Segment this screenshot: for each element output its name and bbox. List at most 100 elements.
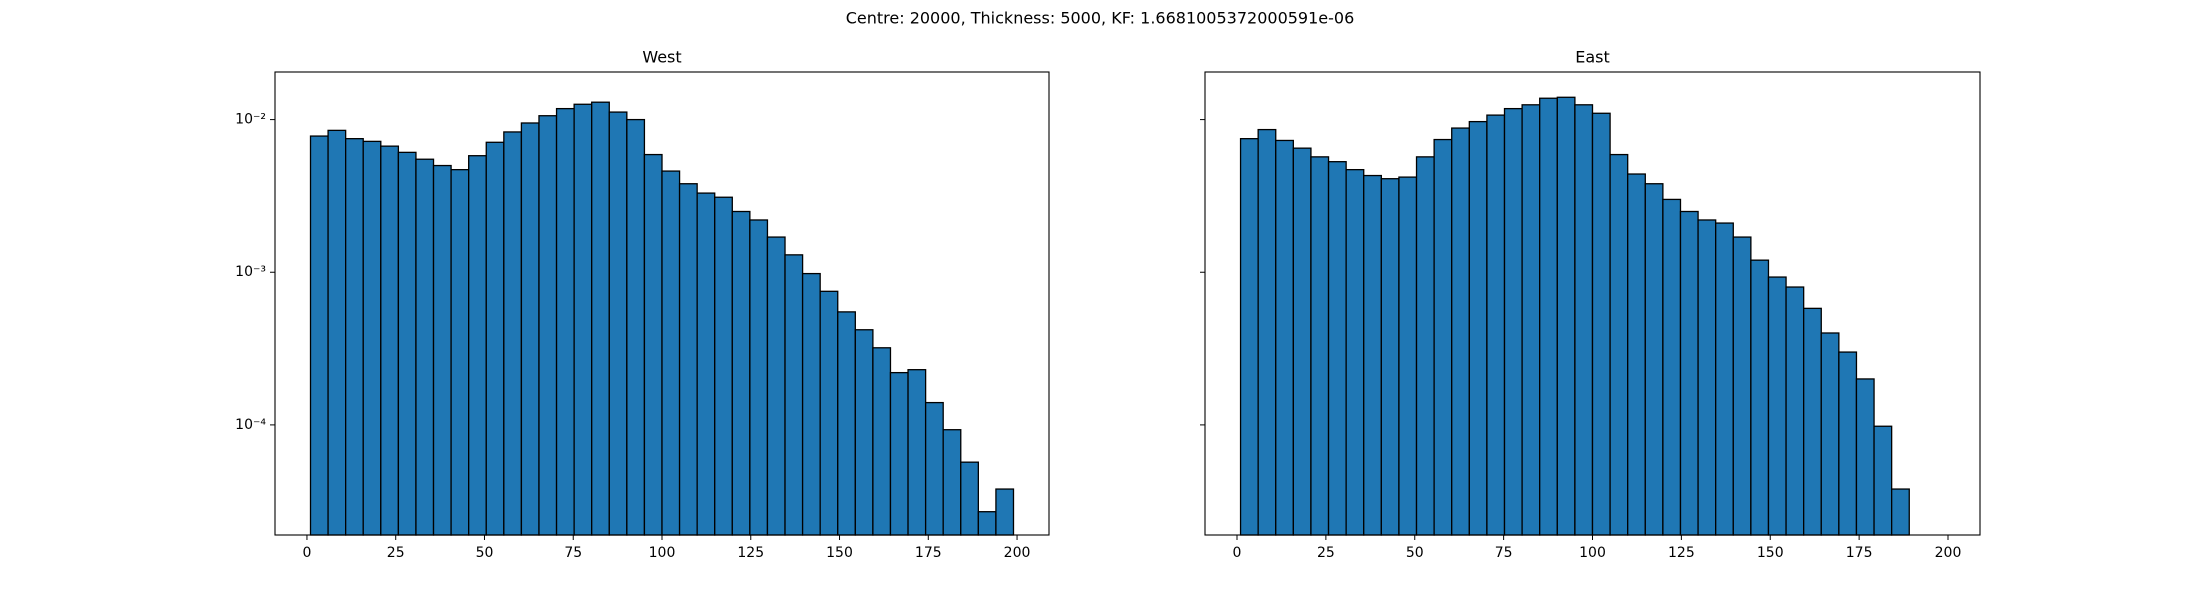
bar bbox=[1574, 104, 1594, 536]
bar bbox=[520, 122, 540, 536]
bar bbox=[1556, 96, 1576, 536]
x-tick-label: 125 bbox=[1668, 545, 1695, 561]
x-tick-label: 25 bbox=[387, 545, 405, 561]
bar bbox=[626, 118, 646, 536]
bar bbox=[889, 371, 909, 536]
figure-title: Centre: 20000, Thickness: 5000, KF: 1.66… bbox=[846, 9, 1355, 28]
bar bbox=[468, 155, 487, 536]
x-tick-label: 200 bbox=[1935, 545, 1962, 561]
bar bbox=[503, 131, 523, 536]
bar bbox=[924, 401, 944, 536]
bar bbox=[942, 429, 962, 536]
bar bbox=[573, 103, 593, 536]
bar bbox=[397, 151, 417, 536]
y-tick-label: 10⁻² bbox=[235, 112, 266, 128]
bar bbox=[362, 140, 382, 536]
bar bbox=[1275, 139, 1294, 536]
bar bbox=[591, 101, 610, 536]
bar bbox=[1644, 183, 1664, 536]
bar bbox=[1662, 198, 1682, 536]
x-tick-label: 50 bbox=[476, 545, 494, 561]
bar bbox=[538, 115, 558, 536]
bar bbox=[450, 168, 470, 536]
bar bbox=[1451, 127, 1470, 536]
x-tick-label: 200 bbox=[1004, 545, 1031, 561]
bar bbox=[1433, 138, 1453, 536]
bar bbox=[907, 369, 927, 536]
bar bbox=[643, 153, 663, 536]
axes-title: West bbox=[642, 48, 681, 67]
x-tick-label: 25 bbox=[1317, 545, 1335, 561]
bar bbox=[1873, 425, 1893, 536]
bar bbox=[1785, 286, 1805, 536]
bar bbox=[1398, 176, 1418, 536]
bar bbox=[1345, 168, 1365, 536]
y-tick-label: 10⁻³ bbox=[235, 264, 266, 280]
bar bbox=[380, 145, 400, 536]
bar bbox=[345, 138, 364, 536]
x-tick-label: 75 bbox=[1495, 545, 1513, 561]
bar bbox=[766, 236, 786, 536]
axes-frame bbox=[1204, 71, 1981, 536]
x-tick-label: 100 bbox=[1579, 545, 1606, 561]
bar bbox=[327, 129, 347, 536]
axes-title: East bbox=[1575, 48, 1610, 67]
bar bbox=[696, 192, 716, 536]
bar bbox=[678, 183, 698, 536]
y-tick-label: 10⁻⁴ bbox=[235, 417, 266, 433]
bar bbox=[1891, 488, 1910, 536]
bar bbox=[784, 254, 804, 536]
bar bbox=[1239, 138, 1259, 536]
bar bbox=[1627, 173, 1646, 536]
bar bbox=[1732, 236, 1752, 536]
bar bbox=[1292, 147, 1312, 536]
x-tick-label: 175 bbox=[1846, 545, 1873, 561]
bar bbox=[1820, 332, 1840, 536]
bar bbox=[661, 170, 681, 536]
bar bbox=[1539, 97, 1558, 536]
bar bbox=[801, 272, 821, 536]
bar bbox=[1838, 351, 1858, 536]
bar bbox=[837, 311, 856, 536]
bar bbox=[1855, 378, 1875, 536]
bar bbox=[555, 107, 575, 536]
x-tick-label: 0 bbox=[1233, 545, 1242, 561]
bar bbox=[1679, 210, 1699, 536]
bar bbox=[415, 158, 435, 536]
bar bbox=[1767, 276, 1787, 536]
x-tick-label: 50 bbox=[1406, 545, 1424, 561]
bar bbox=[1486, 114, 1506, 536]
x-tick-label: 175 bbox=[915, 545, 942, 561]
bar bbox=[1750, 259, 1770, 536]
x-tick-label: 75 bbox=[564, 545, 582, 561]
bar bbox=[1468, 120, 1488, 536]
bar bbox=[1257, 128, 1277, 536]
bar bbox=[1415, 156, 1435, 536]
bar bbox=[1503, 107, 1523, 536]
bar bbox=[1697, 219, 1717, 536]
bar bbox=[1521, 104, 1541, 536]
bar bbox=[1803, 307, 1822, 536]
axes-frame bbox=[274, 71, 1050, 536]
bar bbox=[309, 135, 329, 536]
bar bbox=[608, 111, 628, 536]
bar bbox=[819, 290, 839, 536]
x-tick-label: 0 bbox=[302, 545, 311, 561]
bar bbox=[854, 329, 874, 536]
x-tick-label: 150 bbox=[826, 545, 853, 561]
bar bbox=[731, 210, 751, 536]
bar bbox=[1609, 153, 1629, 536]
bar bbox=[714, 196, 733, 536]
bar bbox=[1327, 161, 1347, 536]
bar bbox=[1591, 112, 1611, 536]
x-tick-label: 150 bbox=[1757, 545, 1784, 561]
x-tick-label: 100 bbox=[649, 545, 676, 561]
bar bbox=[977, 511, 997, 536]
x-tick-label: 125 bbox=[737, 545, 764, 561]
bar bbox=[485, 141, 505, 536]
bar bbox=[1380, 178, 1400, 536]
bar bbox=[1310, 156, 1330, 536]
bar bbox=[995, 488, 1015, 536]
bar bbox=[432, 164, 452, 536]
